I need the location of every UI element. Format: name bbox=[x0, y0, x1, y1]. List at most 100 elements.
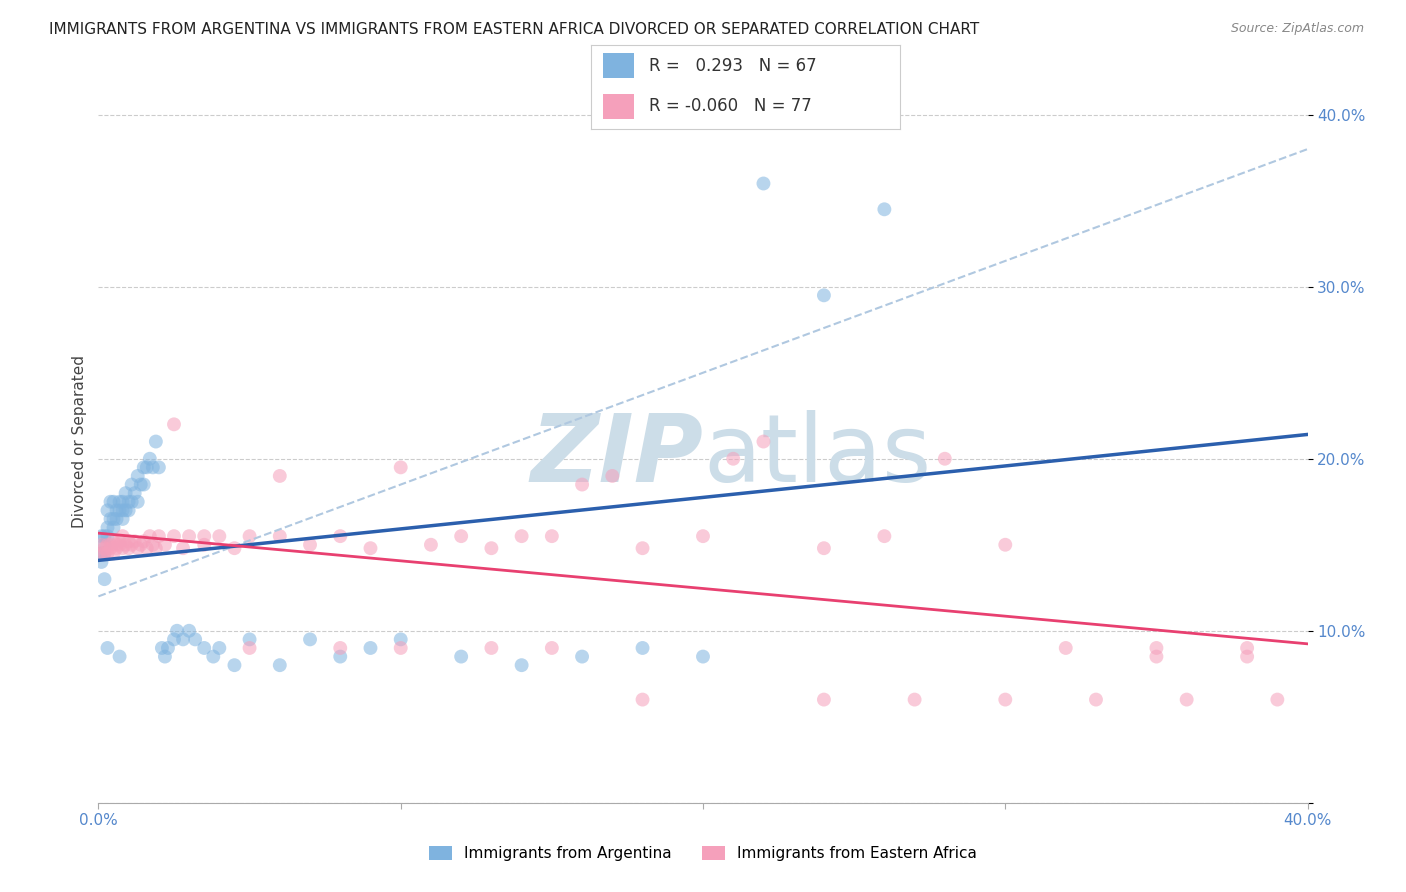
Point bbox=[156, 640, 179, 655]
Point bbox=[93, 546, 115, 560]
Point bbox=[111, 529, 134, 543]
Point bbox=[135, 460, 157, 475]
Point bbox=[90, 546, 112, 560]
Point bbox=[631, 692, 654, 706]
Point bbox=[994, 692, 1017, 706]
Point bbox=[873, 202, 896, 217]
Point bbox=[163, 417, 186, 432]
Point bbox=[145, 541, 167, 556]
Text: atlas: atlas bbox=[703, 410, 931, 502]
Point bbox=[329, 649, 352, 664]
Point bbox=[135, 541, 157, 556]
Point bbox=[127, 494, 149, 508]
Point bbox=[118, 494, 141, 508]
Point bbox=[108, 494, 131, 508]
Point bbox=[813, 692, 835, 706]
Point bbox=[145, 434, 167, 449]
Point bbox=[118, 503, 141, 517]
Point bbox=[129, 477, 152, 491]
Point bbox=[118, 541, 141, 556]
Point bbox=[752, 177, 775, 191]
Point bbox=[299, 538, 322, 552]
Point bbox=[127, 541, 149, 556]
Point bbox=[723, 451, 745, 466]
Point bbox=[202, 649, 225, 664]
Point bbox=[481, 640, 503, 655]
Point bbox=[1054, 640, 1077, 655]
Point bbox=[224, 658, 246, 673]
Point bbox=[269, 469, 291, 483]
Point bbox=[129, 538, 152, 552]
Point bbox=[153, 538, 176, 552]
Point bbox=[93, 529, 115, 543]
Point bbox=[631, 640, 654, 655]
Point bbox=[934, 451, 956, 466]
Point bbox=[103, 520, 125, 534]
Point bbox=[481, 541, 503, 556]
Point bbox=[239, 632, 262, 647]
Point bbox=[389, 460, 412, 475]
Point bbox=[105, 512, 128, 526]
Point bbox=[1144, 649, 1167, 664]
Point bbox=[172, 541, 194, 556]
Point bbox=[124, 534, 146, 549]
Point bbox=[93, 538, 115, 552]
Point bbox=[510, 658, 533, 673]
Point bbox=[132, 477, 155, 491]
Point bbox=[571, 649, 593, 664]
Point bbox=[124, 486, 146, 500]
Point bbox=[105, 503, 128, 517]
Point bbox=[994, 538, 1017, 552]
Point bbox=[105, 541, 128, 556]
Point bbox=[752, 434, 775, 449]
Text: ZIP: ZIP bbox=[530, 410, 703, 502]
Text: R =   0.293   N = 67: R = 0.293 N = 67 bbox=[650, 57, 817, 75]
Point bbox=[90, 529, 112, 543]
Point bbox=[108, 534, 131, 549]
Point bbox=[111, 494, 134, 508]
Point bbox=[193, 640, 215, 655]
Point bbox=[103, 494, 125, 508]
Legend: Immigrants from Argentina, Immigrants from Eastern Africa: Immigrants from Argentina, Immigrants fr… bbox=[423, 840, 983, 867]
Point bbox=[239, 529, 262, 543]
Point bbox=[103, 534, 125, 549]
Point bbox=[269, 658, 291, 673]
Point bbox=[360, 640, 382, 655]
Point bbox=[103, 512, 125, 526]
Point bbox=[90, 555, 112, 569]
Point bbox=[163, 529, 186, 543]
Bar bbox=[603, 54, 634, 78]
Point bbox=[100, 538, 122, 552]
Point bbox=[1236, 640, 1258, 655]
Point bbox=[299, 632, 322, 647]
Point bbox=[269, 529, 291, 543]
Text: R = -0.060   N = 77: R = -0.060 N = 77 bbox=[650, 97, 813, 115]
Point bbox=[540, 529, 562, 543]
Point bbox=[329, 640, 352, 655]
Point bbox=[90, 538, 112, 552]
Point bbox=[93, 546, 115, 560]
Point bbox=[193, 529, 215, 543]
Point bbox=[389, 640, 412, 655]
Point bbox=[1267, 692, 1289, 706]
Point bbox=[100, 541, 122, 556]
Point bbox=[96, 538, 118, 552]
Point bbox=[114, 538, 136, 552]
Point bbox=[121, 477, 143, 491]
Point bbox=[450, 529, 472, 543]
Point bbox=[127, 469, 149, 483]
Point bbox=[208, 529, 231, 543]
Point bbox=[142, 538, 165, 552]
Point bbox=[224, 541, 246, 556]
Point bbox=[96, 520, 118, 534]
Point bbox=[692, 529, 714, 543]
Y-axis label: Divorced or Separated: Divorced or Separated bbox=[72, 355, 87, 528]
Point bbox=[108, 649, 131, 664]
Point bbox=[172, 632, 194, 647]
Point bbox=[1175, 692, 1198, 706]
Point bbox=[208, 640, 231, 655]
Point bbox=[139, 529, 162, 543]
Point bbox=[96, 503, 118, 517]
Point bbox=[166, 624, 188, 638]
Point bbox=[93, 541, 115, 556]
